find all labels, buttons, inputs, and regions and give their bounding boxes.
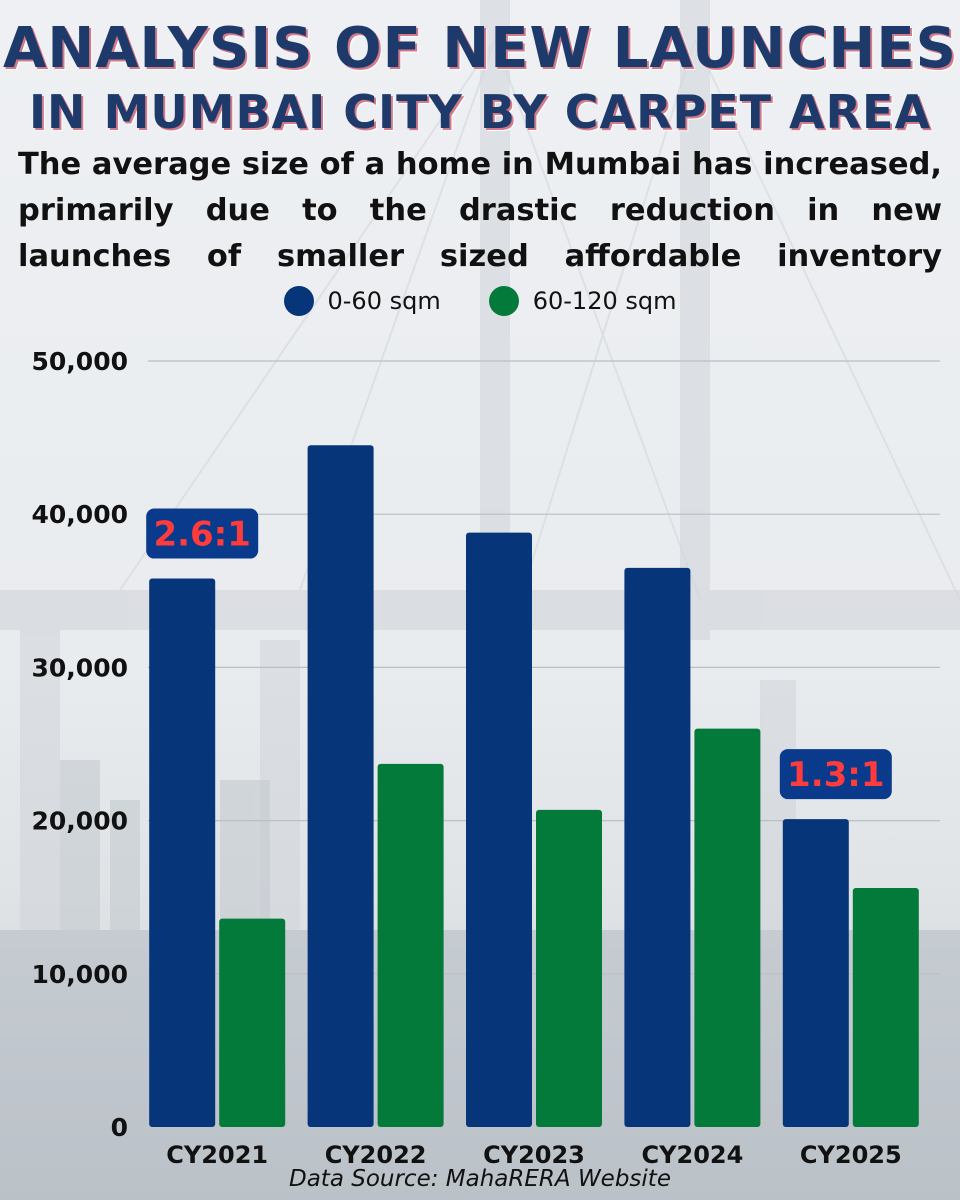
legend-label-series2: 60-120 sqm xyxy=(532,287,677,315)
bar-series2 xyxy=(536,809,602,1127)
x-tick-label: CY2021 xyxy=(166,1141,268,1169)
bar-series2 xyxy=(377,763,444,1127)
ratio-annotation: 2.6:1 xyxy=(153,515,250,555)
x-tick-label: CY2023 xyxy=(483,1141,585,1169)
chart-subtitle: The average size of a home in Mumbai has… xyxy=(18,147,942,274)
chart-title-line1: ANALYSIS OF NEW LAUNCHES xyxy=(3,16,957,81)
x-tick-label: CY2022 xyxy=(325,1141,427,1169)
bar-series1 xyxy=(149,578,216,1127)
y-tick-label: 0 xyxy=(111,1113,128,1142)
ratio-badge xyxy=(779,749,892,800)
bar-series2 xyxy=(219,918,286,1127)
y-tick-label: 20,000 xyxy=(32,807,128,836)
bar-series1 xyxy=(307,445,374,1127)
bar-series2 xyxy=(852,888,919,1127)
chart-legend: 0-60 sqm 60-120 sqm xyxy=(0,286,960,316)
y-tick-label: 30,000 xyxy=(32,653,128,682)
x-tick-label: CY2025 xyxy=(800,1141,902,1169)
legend-swatch-series1 xyxy=(283,286,314,316)
ratio-badge xyxy=(146,508,259,559)
y-tick-label: 10,000 xyxy=(32,960,128,989)
legend-item-series1: 0-60 sqm xyxy=(283,286,441,316)
bar-series2 xyxy=(694,728,761,1127)
bar-series1 xyxy=(624,567,691,1127)
bar-series1 xyxy=(782,819,849,1127)
y-tick-label: 40,000 xyxy=(32,500,128,529)
x-tick-label: CY2024 xyxy=(642,1141,744,1169)
data-source: Data Source: MahaRERA Website xyxy=(289,1166,671,1192)
legend-item-series2: 60-120 sqm xyxy=(488,286,677,316)
bar-series1 xyxy=(466,532,532,1127)
chart-title-line2: IN MUMBAI CITY BY CARPET AREA xyxy=(28,85,932,139)
legend-label-series1: 0-60 sqm xyxy=(327,287,441,315)
ratio-annotation: 1.3:1 xyxy=(787,755,884,795)
legend-swatch-series2 xyxy=(488,286,519,316)
y-tick-label: 50,000 xyxy=(32,347,128,376)
